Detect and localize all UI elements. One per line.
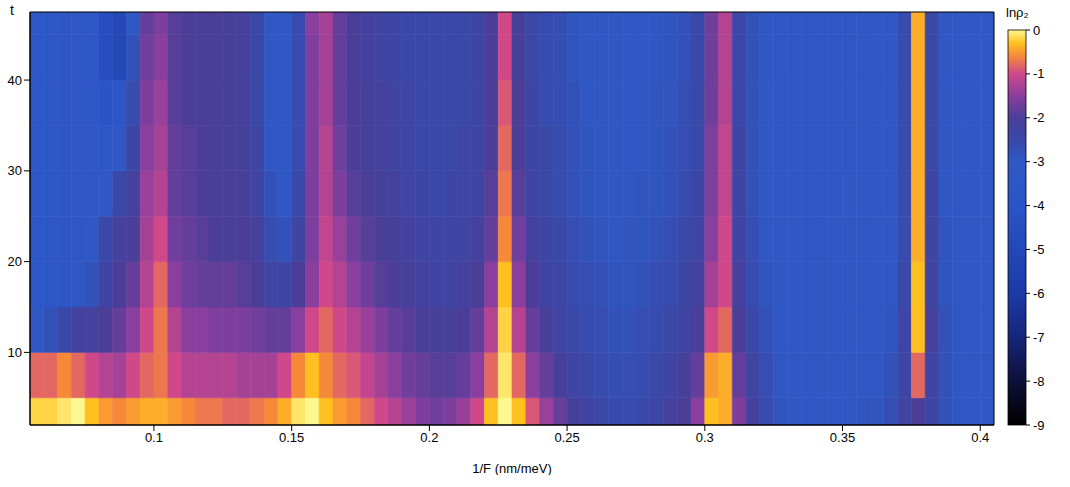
svg-text:-4: -4: [1033, 198, 1045, 213]
svg-text:0.3: 0.3: [696, 430, 714, 445]
svg-text:-3: -3: [1033, 154, 1045, 169]
svg-text:-6: -6: [1033, 286, 1045, 301]
svg-text:0.35: 0.35: [830, 430, 855, 445]
svg-text:1/F (nm/meV): 1/F (nm/meV): [472, 461, 551, 475]
svg-text:-1: -1: [1033, 66, 1045, 81]
svg-text:0.25: 0.25: [554, 430, 579, 445]
svg-text:0.4: 0.4: [971, 430, 989, 445]
svg-text:0.15: 0.15: [279, 430, 304, 445]
svg-text:lnρ₂: lnρ₂: [1006, 5, 1029, 20]
svg-text:-9: -9: [1033, 418, 1045, 433]
svg-text:-2: -2: [1033, 110, 1045, 125]
svg-text:0.2: 0.2: [420, 430, 438, 445]
svg-text:40: 40: [8, 73, 22, 88]
svg-text:-7: -7: [1033, 330, 1045, 345]
svg-text:-5: -5: [1033, 242, 1045, 257]
svg-text:0: 0: [1033, 23, 1040, 38]
svg-text:-8: -8: [1033, 374, 1045, 389]
svg-text:30: 30: [8, 163, 22, 178]
svg-text:0.1: 0.1: [145, 430, 163, 445]
svg-text:20: 20: [8, 254, 22, 269]
svg-text:10: 10: [8, 345, 22, 360]
html-text:t: t: [10, 2, 14, 18]
